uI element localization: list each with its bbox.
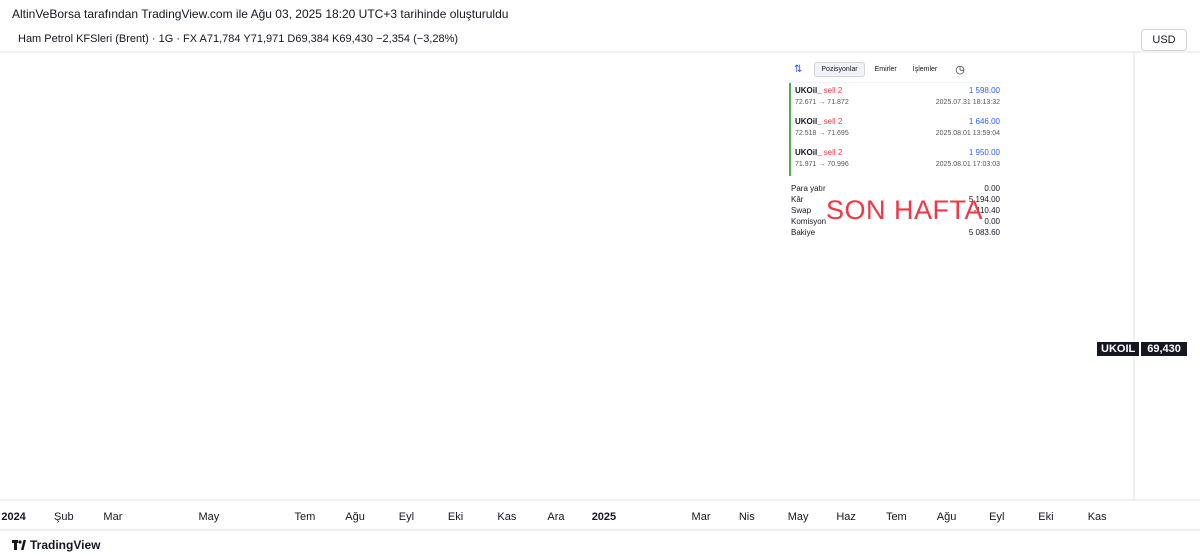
trade-side: sell 2 bbox=[823, 148, 843, 157]
summary-value: 0.00 bbox=[984, 217, 1000, 226]
trade-prices: 72.518 → 71.695 bbox=[795, 130, 849, 137]
trade-symbol: UKOil_ bbox=[795, 117, 822, 126]
tab-emirler[interactable]: Emirler bbox=[874, 65, 897, 73]
x-tick-label: Ağu bbox=[345, 511, 365, 523]
x-tick-label: Ara bbox=[547, 511, 565, 523]
last-price-value: 69,430 bbox=[1141, 342, 1187, 356]
x-tick-label: Kas bbox=[497, 511, 516, 523]
x-tick-label: Eki bbox=[1038, 511, 1053, 523]
x-tick-label: Şub bbox=[54, 511, 74, 523]
sort-icon[interactable]: ⇅ bbox=[794, 63, 803, 75]
son-hafta-annotation: SON HAFTA bbox=[826, 195, 984, 225]
trade-symbol: UKOil_ bbox=[795, 86, 822, 95]
x-tick-label: Eki bbox=[448, 511, 463, 523]
summary-value: -110.40 bbox=[973, 206, 1000, 215]
x-tick-label: Mar bbox=[692, 511, 711, 523]
summary-value: 5 194.00 bbox=[968, 195, 1000, 204]
last-price-tag: UKOIL 69,430 bbox=[1097, 340, 1187, 358]
trade-amount: 1 646.00 bbox=[968, 117, 1000, 126]
chart-attribution: AltinVeBorsa tarafından TradingView.com … bbox=[12, 7, 509, 21]
summary-row: Swap -110.40 bbox=[791, 206, 1002, 217]
trade-amount: 1 950.00 bbox=[968, 148, 1000, 157]
x-tick-label: May bbox=[788, 511, 809, 523]
summary-label: Kâr bbox=[791, 195, 804, 204]
footer-brand-text: TradingView bbox=[30, 538, 101, 552]
x-tick-label: 2025 bbox=[592, 511, 616, 523]
summary-row: Komisyon 0.00 bbox=[791, 217, 1002, 228]
trade-datetime: 2025.08.01 13:59:04 bbox=[935, 130, 1000, 137]
account-summary: Para yatır 0.00 Kâr 5 194.00 Swap -110.40 K… bbox=[786, 184, 1002, 239]
trade-prices: 71.971 → 70.996 bbox=[795, 161, 849, 168]
x-tick-label: 2024 bbox=[1, 511, 26, 523]
x-tick-label: Haz bbox=[836, 511, 856, 523]
panel-tabs: ⇅ Pozisyonlar Emirler İşlemler ◷ bbox=[786, 56, 1002, 83]
x-tick-label: Mar bbox=[103, 511, 122, 523]
x-tick-label: Tem bbox=[886, 511, 907, 523]
trade-prices: 72.671 → 71.872 bbox=[795, 99, 849, 106]
footer-brand: TradingView bbox=[12, 538, 100, 552]
summary-value: 5 083.60 bbox=[968, 228, 1000, 237]
trade-row[interactable]: UKOil_ sell 2 1 646.00 72.518 → 71.695 20… bbox=[789, 114, 1002, 145]
tab-pozisyonlar[interactable]: Pozisyonlar bbox=[814, 61, 865, 77]
trade-side: sell 2 bbox=[823, 117, 843, 126]
trade-datetime: 2025.07.31 18:13:32 bbox=[935, 99, 1000, 106]
summary-label: Para yatır bbox=[791, 184, 826, 193]
trade-amount: 1 598.00 bbox=[968, 86, 1000, 95]
summary-label: Swap bbox=[791, 206, 812, 215]
trade-datetime: 2025.08.01 17:03:03 bbox=[935, 161, 1000, 168]
x-tick-label: Tem bbox=[294, 511, 315, 523]
trade-side: sell 2 bbox=[823, 86, 843, 95]
summary-value: 0.00 bbox=[984, 184, 1000, 193]
summary-row: Para yatır 0.00 bbox=[791, 184, 1002, 195]
summary-label: Komisyon bbox=[791, 217, 827, 226]
x-tick-label: Nis bbox=[739, 511, 755, 523]
trade-symbol: UKOil_ bbox=[795, 148, 822, 157]
last-price-symbol: UKOIL bbox=[1097, 342, 1140, 356]
trade-row[interactable]: UKOil_ sell 2 1 598.00 72.671 → 71.872 20… bbox=[789, 83, 1002, 114]
x-tick-label: May bbox=[198, 511, 219, 523]
currency-button[interactable]: USD bbox=[1141, 29, 1187, 51]
summary-row: Bakiye 5 083.60 bbox=[791, 228, 1002, 239]
x-tick-label: Eyl bbox=[399, 511, 414, 523]
trade-row[interactable]: UKOil_ sell 2 1 950.00 71.971 → 70.996 20… bbox=[789, 145, 1002, 176]
x-tick-label: Ağu bbox=[937, 511, 957, 523]
x-tick-label: Eyl bbox=[989, 511, 1004, 523]
summary-label: Bakiye bbox=[791, 228, 816, 237]
trading-panel: ⇅ Pozisyonlar Emirler İşlemler ◷ UKOil_ s… bbox=[786, 56, 1002, 244]
summary-row: Kâr 5 194.00 bbox=[791, 195, 1002, 206]
x-tick-label: Kas bbox=[1088, 511, 1107, 523]
history-icon[interactable]: ◷ bbox=[955, 63, 965, 76]
tradingview-logo-icon bbox=[12, 540, 26, 550]
symbol-legend: Ham Petrol KFSleri (Brent) · 1G · FX A71… bbox=[18, 33, 459, 45]
tab-islemler[interactable]: İşlemler bbox=[912, 65, 938, 73]
